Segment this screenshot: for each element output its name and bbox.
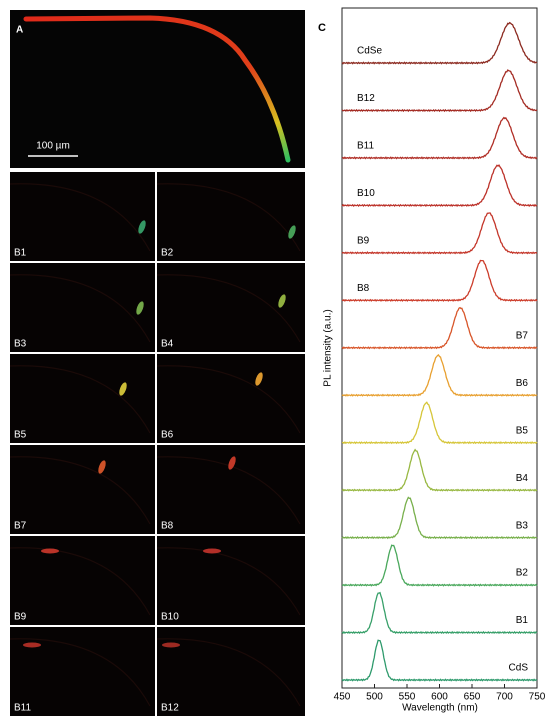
x-tick-label: 450 xyxy=(334,692,351,703)
emission-spot xyxy=(138,220,146,234)
panel-label: B9 xyxy=(14,612,27,623)
emission-spot xyxy=(23,642,41,648)
panel-b-image xyxy=(157,172,305,261)
panel-b-image xyxy=(10,627,155,716)
series-label: B9 xyxy=(357,235,370,246)
nanowire-trace xyxy=(156,456,301,525)
emission-spot xyxy=(228,456,236,470)
spectrum xyxy=(341,544,538,587)
spectrum xyxy=(341,639,538,682)
nanowire-trace xyxy=(9,456,151,525)
panel-label: B1 xyxy=(14,248,27,259)
series-label: CdSe xyxy=(357,46,382,57)
panel-a: A 100 µm xyxy=(10,10,305,168)
series-label: B4 xyxy=(516,473,529,484)
spectrum xyxy=(341,591,538,635)
x-tick-label: 600 xyxy=(431,692,448,703)
panel-label: A xyxy=(16,25,23,36)
panel-label: B5 xyxy=(14,430,27,441)
spectrum xyxy=(341,306,538,350)
y-axis-label: PL intensity (a.u.) xyxy=(323,309,334,386)
x-tick-label: 750 xyxy=(529,692,546,703)
series-label: B12 xyxy=(357,93,375,104)
x-tick-label: 700 xyxy=(496,692,513,703)
panel-b-image xyxy=(10,536,155,625)
panel-b-image xyxy=(157,627,305,716)
emission-spot xyxy=(136,301,144,315)
emission-spot xyxy=(162,642,180,648)
spectrum xyxy=(341,21,538,65)
spectrum xyxy=(341,164,538,208)
panel-b-image xyxy=(10,445,155,534)
spectrum xyxy=(341,69,538,113)
series-label: B7 xyxy=(516,330,529,341)
emission-spot xyxy=(41,548,59,554)
emission-spot xyxy=(288,225,296,239)
emission-spot xyxy=(98,460,106,474)
panel-label: B6 xyxy=(161,430,174,441)
panel-label: B11 xyxy=(14,703,31,714)
scale-bar-label: 100 µm xyxy=(36,141,70,152)
x-tick-label: 550 xyxy=(399,692,416,703)
nanowire xyxy=(23,15,291,163)
x-tick-label: 500 xyxy=(366,692,383,703)
nanowire-trace xyxy=(9,274,151,343)
panel-label: C xyxy=(318,22,326,34)
nanowire-trace xyxy=(9,547,151,616)
panel-label: B12 xyxy=(161,703,179,714)
nanowire-trace xyxy=(9,638,151,707)
series-label: B2 xyxy=(516,568,529,579)
spectrum xyxy=(341,116,538,160)
panel-b-image xyxy=(10,354,155,443)
emission-spot xyxy=(255,372,263,386)
x-axis-label: Wavelength (nm) xyxy=(402,703,478,714)
panel-b-image xyxy=(157,445,305,534)
nanowire-trace xyxy=(9,365,151,434)
emission-spot xyxy=(203,548,221,554)
nanowire-trace xyxy=(156,365,301,434)
spectrum xyxy=(341,496,538,540)
panel-b-image xyxy=(157,536,305,625)
chart: C Wavelength (nm) PL intensity (a.u.) 45… xyxy=(318,7,546,714)
nanowire-trace xyxy=(156,638,301,707)
panel-label: B3 xyxy=(14,339,27,350)
panel-label: B2 xyxy=(161,248,174,259)
spectrum xyxy=(341,448,538,492)
panel-label: B7 xyxy=(14,521,27,532)
panel-a-image xyxy=(10,10,305,168)
panel-b-image xyxy=(157,354,305,443)
nanowire-trace xyxy=(156,547,301,616)
series-label: B11 xyxy=(357,141,374,152)
series-label: B8 xyxy=(357,283,370,294)
series-label: B10 xyxy=(357,188,375,199)
spectrum xyxy=(341,259,538,302)
spectrum xyxy=(341,353,538,397)
panel-b-image xyxy=(157,263,305,352)
nanowire-trace xyxy=(9,183,151,252)
x-tick-label: 650 xyxy=(464,692,481,703)
series-label: B3 xyxy=(516,520,529,531)
series-label: B6 xyxy=(516,378,529,389)
panel-b-image xyxy=(10,172,155,261)
series-label: B1 xyxy=(516,615,529,626)
emission-spot xyxy=(278,294,286,308)
emission-spot xyxy=(119,382,127,396)
panel-label: B10 xyxy=(161,612,179,623)
panel-b-image xyxy=(10,263,155,352)
series-label: CdS xyxy=(509,663,529,674)
nanowire-trace xyxy=(156,274,301,343)
series-label: B5 xyxy=(516,425,529,436)
panel-b-grid: B1 B2 B3 B4 B5 B6 B7 B8 B9 B10 B11 B12 xyxy=(9,172,305,716)
spectrum xyxy=(341,212,538,255)
panel-label: B4 xyxy=(161,339,174,350)
panel-label: B8 xyxy=(161,521,174,532)
spectrum xyxy=(342,401,538,445)
